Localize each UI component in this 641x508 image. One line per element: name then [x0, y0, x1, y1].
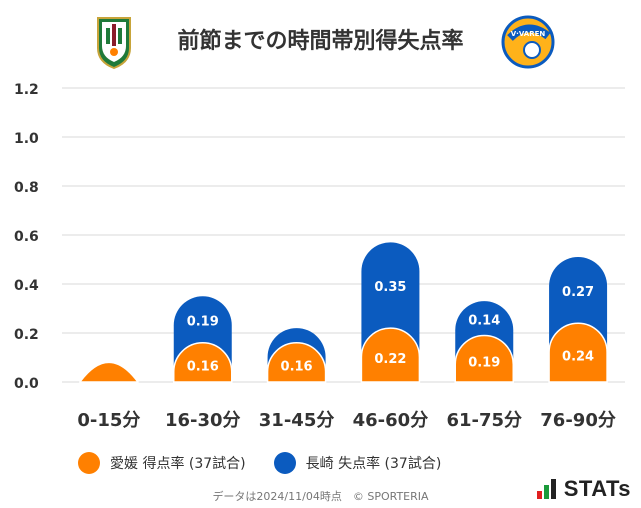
x-tick-label: 46-60分: [353, 410, 429, 431]
data-label-nagasaki: 0.35: [374, 280, 406, 295]
y-tick-label: 0.8: [14, 180, 39, 196]
bar-ehime: [360, 327, 421, 383]
data-label-ehime: 0.16: [281, 359, 313, 374]
data-labels: 0.16 0.19 0.16 0.22 0.35 0.19 0.14 0.24 0.27: [187, 280, 594, 374]
grid-lines: [62, 87, 625, 383]
x-tick-labels: 0-15分 16-30分 31-45分 46-60分 61-75分 76-90分: [77, 410, 615, 431]
x-tick-label: 61-75分: [446, 410, 522, 431]
legend-dot-ehime: [78, 452, 100, 474]
v-varen-nagasaki-crest-icon: V·VAREN: [501, 15, 555, 69]
bar-chart: 0.00.20.40.60.81.01.2 0.160.190.16 0.220.…: [14, 82, 625, 431]
legend-dot-nagasaki: [273, 452, 296, 474]
y-tick-label: 0.0: [14, 376, 39, 392]
y-tick-label: 1.0: [14, 131, 39, 147]
data-label-nagasaki: 0.19: [187, 315, 219, 330]
data-label-ehime: 0.24: [562, 350, 594, 365]
legend: 愛媛 得点率 (37試合) 長崎 失点率 (37試合): [78, 450, 469, 476]
x-tick-label: 0-15分: [77, 410, 140, 431]
x-tick-label: 31-45分: [259, 410, 335, 431]
bar-ehime: [454, 334, 514, 383]
x-tick-label: 76-90分: [540, 410, 616, 431]
stats-logo-icon: [536, 479, 558, 499]
stats-brand: STATs: [536, 476, 631, 502]
y-tick-labels: 0.0 0.2 0.4 0.6 0.8 1.0 1.2: [14, 82, 39, 392]
chart-title: 前節までの時間帯別得失点率: [177, 29, 464, 54]
y-tick-label: 0.4: [14, 278, 39, 294]
legend-item-nagasaki: 長崎 失点率 (37試合): [273, 452, 442, 474]
data-label-nagasaki: 0.27: [562, 285, 594, 300]
legend-item-ehime: 愛媛 得点率 (37試合): [78, 452, 246, 474]
legend-label-nagasaki: 長崎 失点率 (37試合): [305, 456, 442, 472]
data-label-ehime: 0.16: [187, 359, 219, 374]
ehime-fc-crest-icon: [97, 17, 131, 70]
legend-label-ehime: 愛媛 得点率 (37試合): [110, 456, 246, 472]
bar-ehime: [79, 361, 139, 383]
bar-ehime: [173, 342, 233, 383]
y-tick-label: 1.2: [14, 82, 39, 98]
x-tick-label: 16-30分: [165, 410, 241, 431]
footer-note: データは2024/11/04時点 © SPORTERIA: [212, 490, 429, 503]
y-tick-label: 0.6: [14, 229, 39, 245]
data-label-nagasaki: 0.14: [468, 313, 500, 328]
y-tick-label: 0.2: [14, 327, 39, 343]
v-varen-wordmark: V·VAREN: [511, 30, 546, 38]
data-label-ehime: 0.19: [468, 356, 500, 371]
stats-brand-text: STATs: [563, 476, 631, 501]
bar-ehime: [266, 342, 327, 383]
bars: [79, 242, 608, 383]
bar-ehime: [548, 322, 608, 383]
data-label-ehime: 0.22: [374, 352, 406, 367]
